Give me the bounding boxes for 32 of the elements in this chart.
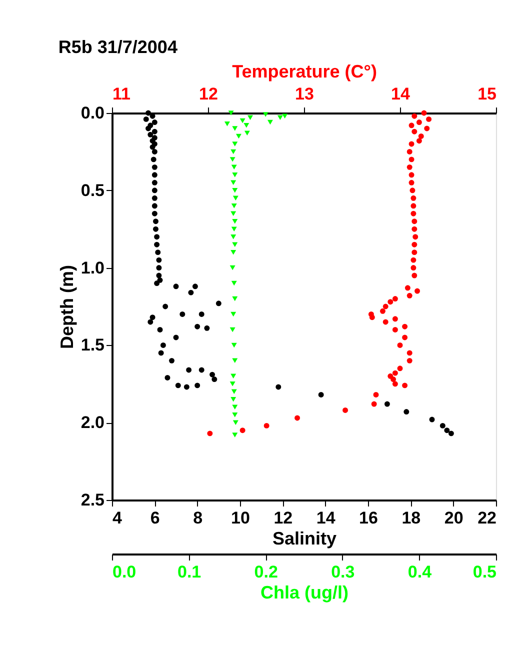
y-tick-label: 0.0 bbox=[80, 104, 104, 122]
x-tick-label: 0.2 bbox=[254, 562, 278, 582]
y-tick-label: 1.5 bbox=[80, 336, 104, 355]
y-tick-label: 2.5 bbox=[80, 490, 104, 510]
x2-tick-label: 13 bbox=[295, 84, 314, 104]
x-tick-label: 6 bbox=[150, 508, 160, 528]
x2-tick-label: 14 bbox=[391, 84, 410, 104]
y-axis-title: Depth (m) bbox=[56, 265, 77, 349]
x-axis-title: Chla (ug/l) bbox=[260, 582, 348, 602]
y-tick-label: 0.5 bbox=[80, 180, 104, 200]
x-tick-label: 22 bbox=[478, 508, 496, 528]
x-tick-label: 10 bbox=[231, 508, 250, 528]
x-tick-label: 4 bbox=[112, 508, 122, 528]
x2-tick-label: 12 bbox=[199, 84, 218, 104]
x-tick-label: 12 bbox=[274, 508, 293, 528]
x-tick-label: 16 bbox=[359, 508, 378, 528]
x2-tick-label: 15 bbox=[478, 84, 496, 104]
x-tick-label: 20 bbox=[444, 508, 464, 528]
y-tick-label: 2.0 bbox=[80, 413, 104, 432]
x-tick-label: 0.3 bbox=[331, 562, 355, 582]
x-tick-label: 0.0 bbox=[112, 562, 136, 582]
x-tick-label: 0.1 bbox=[177, 562, 202, 582]
chart-title: R5b 31/7/2004 bbox=[58, 37, 178, 57]
x-axis-title: Salinity bbox=[272, 528, 337, 548]
y-tick-label: 1.0 bbox=[80, 258, 104, 278]
x2-axis-title: Temperature (C°) bbox=[232, 62, 377, 82]
x-tick-label: 14 bbox=[316, 508, 336, 528]
x-tick-label: 8 bbox=[193, 508, 203, 528]
x-tick-label: 0.4 bbox=[408, 562, 432, 582]
x-tick-label: 18 bbox=[402, 508, 421, 528]
x-tick-label: 0.5 bbox=[472, 562, 496, 582]
x2-tick-label: 11 bbox=[112, 84, 130, 104]
